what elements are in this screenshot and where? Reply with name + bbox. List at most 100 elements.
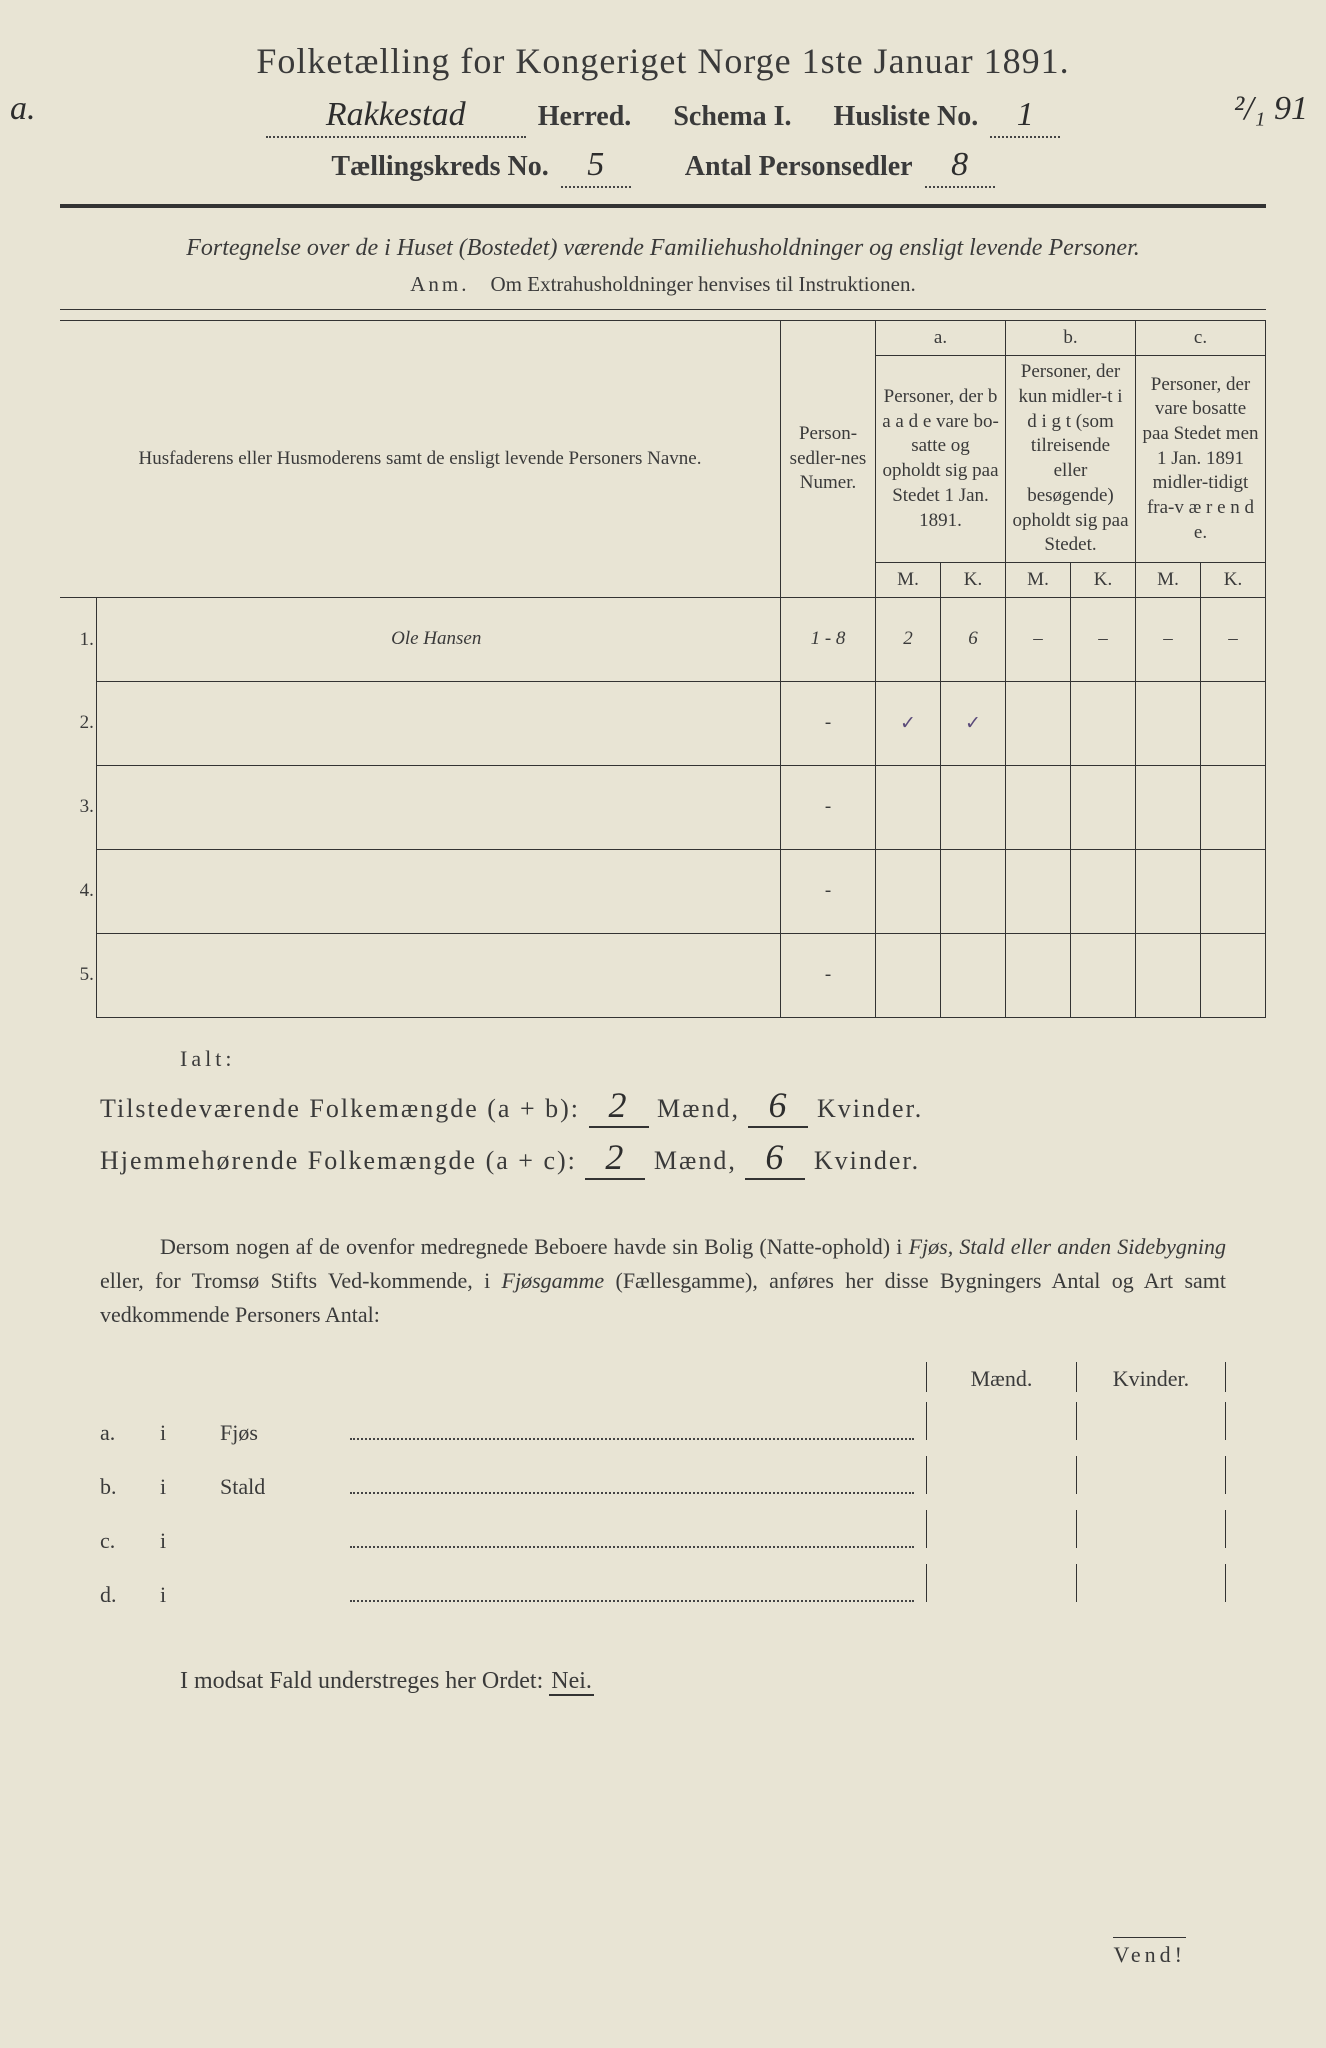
resident-maend-value: 2 <box>585 1136 645 1180</box>
sub-letter: b. <box>100 1474 160 1500</box>
header-line-2: Tællingskreds No. 5 Antal Personsedler 8 <box>60 146 1266 188</box>
nei-line: I modsat Fald understreges her Ordet: Ne… <box>180 1668 1266 1695</box>
person-name <box>96 765 781 849</box>
maend-col-header: Mænd. <box>926 1362 1076 1392</box>
mk-cells <box>926 1510 1226 1548</box>
numer-cell: 1 - 8 <box>781 597 876 681</box>
antal-label: Antal Personsedler <box>685 151 913 183</box>
kvinder-label: Kvinder. <box>817 1094 923 1123</box>
c-m-cell <box>1136 681 1201 765</box>
sidebygning-row: c.i <box>100 1510 1226 1554</box>
sidebygning-row: b.iStald <box>100 1456 1226 1500</box>
kvinder-col-header: Kvinder. <box>1076 1362 1226 1392</box>
sub-letter: a. <box>100 1420 160 1446</box>
c-m-cell <box>1136 765 1201 849</box>
mk-cells <box>926 1564 1226 1602</box>
mk-cells <box>926 1456 1226 1494</box>
a-k-cell <box>941 765 1006 849</box>
col-c-m: M. <box>1136 562 1201 597</box>
table-row: 1.Ole Hansen1 - 826–––– <box>60 597 1266 681</box>
a-k-cell: ✓ <box>941 681 1006 765</box>
c-k-cell <box>1201 933 1266 1017</box>
c-m-cell <box>1136 933 1201 1017</box>
a-m-cell <box>876 849 941 933</box>
table-row: 2.-✓✓ <box>60 681 1266 765</box>
sub-i: i <box>160 1582 220 1608</box>
numer-cell: - <box>781 765 876 849</box>
col-a-desc: Personer, der b a a d e vare bo-satte og… <box>876 356 1006 563</box>
herred-label: Herred. <box>538 101 632 133</box>
dotted-line <box>350 1528 914 1548</box>
intro-text: Fortegnelse over de i Huset (Bostedet) v… <box>120 232 1206 264</box>
dotted-line <box>350 1474 914 1494</box>
maend-label-2: Mænd, <box>654 1146 737 1175</box>
totals-present: Tilstedeværende Folkemængde (a + b): 2 M… <box>100 1084 1266 1128</box>
husliste-value: 1 <box>990 96 1060 138</box>
maend-label: Mænd, <box>657 1094 740 1123</box>
husliste-label: Husliste No. <box>834 101 979 133</box>
b-m-cell <box>1006 849 1071 933</box>
divider-2 <box>60 309 1266 310</box>
c-m-cell: – <box>1136 597 1201 681</box>
table-row: 5. - <box>60 933 1266 1017</box>
c-k-cell <box>1201 681 1266 765</box>
present-kvinder-value: 6 <box>748 1084 808 1128</box>
sidebygning-row: a.iFjøs <box>100 1402 1226 1446</box>
mk-cells <box>926 1402 1226 1440</box>
row-number: 5. <box>60 933 96 1017</box>
anm-label: Anm. <box>410 272 469 296</box>
a-k-cell: 6 <box>941 597 1006 681</box>
schema-label: Schema I. <box>673 101 791 133</box>
margin-letter-a: a. <box>10 90 36 128</box>
col-b-label: b. <box>1006 321 1136 356</box>
person-name <box>96 681 781 765</box>
anm-text: Om Extrahusholdninger henvises til Instr… <box>491 272 916 296</box>
b-m-cell: – <box>1006 597 1071 681</box>
a-m-cell <box>876 933 941 1017</box>
present-label: Tilstedeværende Folkemængde (a + b): <box>100 1094 580 1123</box>
col-b-k: K. <box>1071 562 1136 597</box>
anm-line: Anm. Om Extrahusholdninger henvises til … <box>60 272 1266 297</box>
row-number: 2. <box>60 681 96 765</box>
header-line-1: Rakkestad Herred. Schema I. Husliste No.… <box>60 96 1266 138</box>
b-m-cell <box>1006 681 1071 765</box>
sidebygning-list: a.iFjøsb.iStaldc.id.i <box>100 1402 1226 1608</box>
col-b-desc: Personer, der kun midler-t i d i g t (so… <box>1006 356 1136 563</box>
mk-column-headers: Mænd. Kvinder. <box>100 1362 1226 1392</box>
col-a-m: M. <box>876 562 941 597</box>
sidebygning-paragraph: Dersom nogen af de ovenfor medregnede Be… <box>100 1230 1226 1332</box>
kvinder-label-2: Kvinder. <box>814 1146 920 1175</box>
row-number: 4. <box>60 849 96 933</box>
b-k-cell <box>1071 765 1136 849</box>
table-row: 4. - <box>60 849 1266 933</box>
person-name <box>96 849 781 933</box>
table-row: 3. - <box>60 765 1266 849</box>
a-m-cell: ✓ <box>876 681 941 765</box>
ialt-label: Ialt: <box>180 1046 1266 1072</box>
a-m-cell: 2 <box>876 597 941 681</box>
col-c-desc: Personer, der vare bosatte paa Stedet me… <box>1136 356 1266 563</box>
sub-i: i <box>160 1420 220 1446</box>
row-number: 3. <box>60 765 96 849</box>
nei-word: Nei. <box>549 1668 594 1696</box>
antal-value: 8 <box>925 146 995 188</box>
c-k-cell <box>1201 765 1266 849</box>
sub-letter: c. <box>100 1528 160 1554</box>
b-k-cell: – <box>1071 597 1136 681</box>
a-k-cell <box>941 849 1006 933</box>
numer-cell: - <box>781 849 876 933</box>
household-table: Husfaderens eller Husmoderens samt de en… <box>60 320 1266 1018</box>
sub-type: Stald <box>220 1474 350 1500</box>
divider-1 <box>60 204 1266 208</box>
col-c-k: K. <box>1201 562 1266 597</box>
col-b-m: M. <box>1006 562 1071 597</box>
numer-cell: - <box>781 933 876 1017</box>
a-k-cell <box>941 933 1006 1017</box>
dotted-line <box>350 1582 914 1602</box>
col-c-label: c. <box>1136 321 1266 356</box>
c-m-cell <box>1136 849 1201 933</box>
vend-label: Vend! <box>1113 1937 1186 1968</box>
b-k-cell <box>1071 681 1136 765</box>
person-name <box>96 933 781 1017</box>
resident-kvinder-value: 6 <box>745 1136 805 1180</box>
